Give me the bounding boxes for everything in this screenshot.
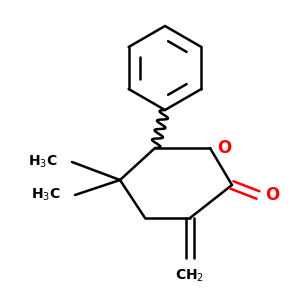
Text: O: O <box>217 139 231 157</box>
Text: O: O <box>265 186 279 204</box>
Text: H$_3$C: H$_3$C <box>31 187 61 203</box>
Text: H$_3$C: H$_3$C <box>28 154 58 170</box>
Text: CH$_2$: CH$_2$ <box>176 268 205 284</box>
